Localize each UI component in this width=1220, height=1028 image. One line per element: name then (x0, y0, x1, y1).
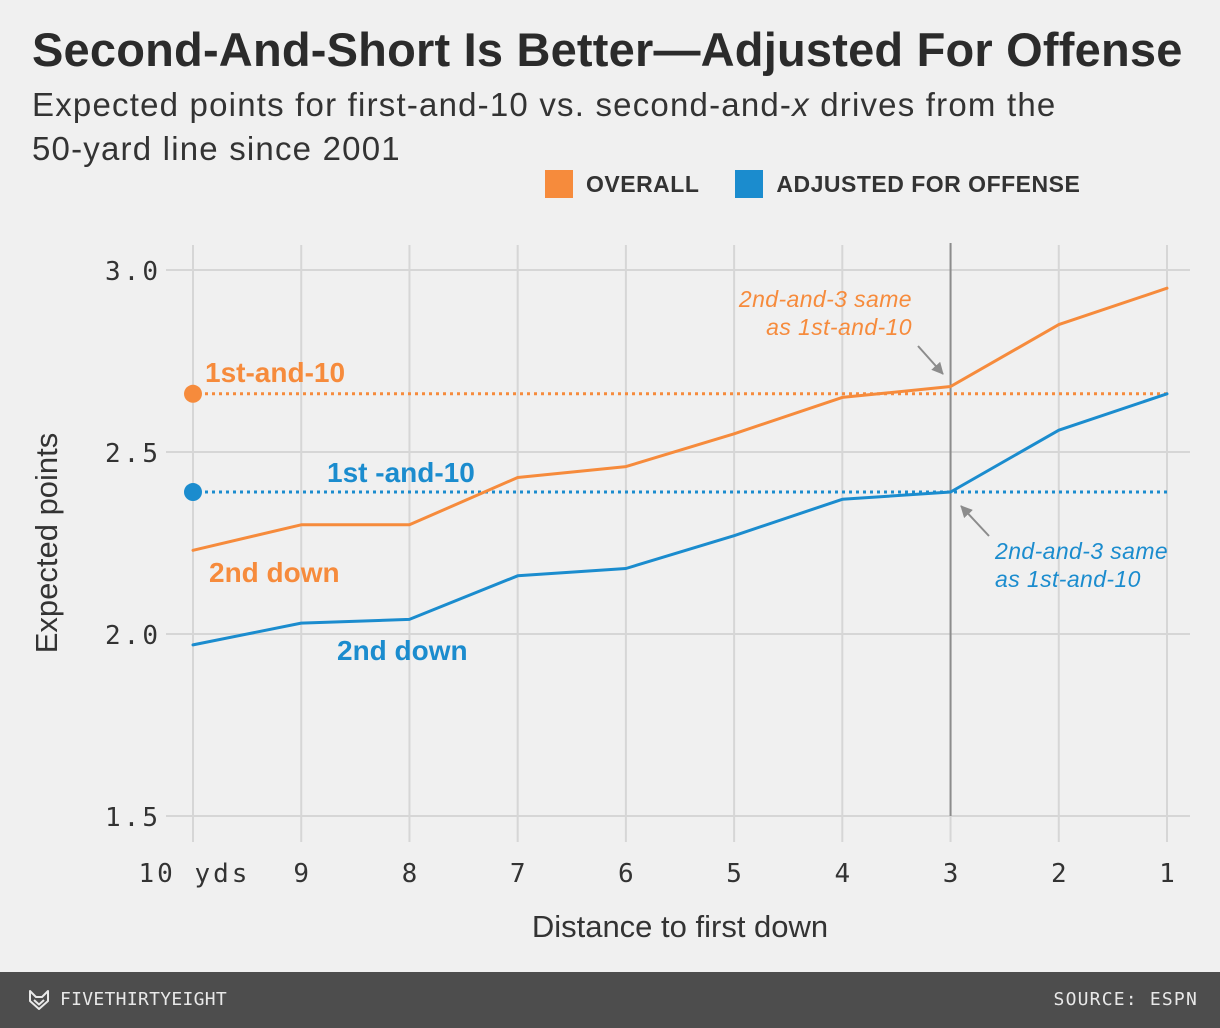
legend-swatch-adjusted (735, 170, 764, 198)
x-tick-label: 2 (1051, 859, 1070, 889)
y-tick-label: 3.0 (105, 257, 161, 287)
y-tick-label: 2.0 (105, 621, 161, 651)
footer-brand: FIVETHIRTYEIGHT (60, 989, 228, 1010)
x-tick-label: 6 (618, 859, 637, 889)
subtitle-line-1-start: Expected points for first-and-10 vs. sec… (32, 86, 793, 123)
x-tick-label: 8 (402, 859, 421, 889)
adjusted-annotation-arrow (960, 505, 990, 537)
x-tick-label: 9 (293, 859, 312, 889)
adjusted-2nd-down-label: 2nd down (337, 635, 468, 666)
reference-lines-layer (184, 384, 1167, 502)
adjusted-1st-and-10-point (184, 483, 202, 502)
overall-annotation-line-2: as 1st-and-10 (766, 314, 912, 340)
overall-1st-and-10-label: 1st-and-10 (205, 357, 345, 388)
subtitle-line-1-end: drives from the (809, 86, 1057, 123)
overall-1st-and-10-point (184, 384, 202, 403)
y-tick-label: 2.5 (105, 439, 161, 469)
legend-swatch-overall (545, 170, 573, 198)
overall-2nd-down-label: 2nd down (209, 557, 340, 588)
x-tick-label: 10 yds (139, 859, 251, 889)
x-tick-label: 1 (1159, 859, 1178, 889)
overall-annotation-arrow (917, 345, 944, 375)
adjusted-for-offense-series-line (191, 392, 1169, 647)
chart-legend: OVERALL ADJUSTED FOR OFFENSE (545, 170, 1080, 198)
x-axis-label: Distance to first down (532, 909, 828, 944)
x-tick-label: 4 (835, 859, 854, 889)
adjusted-1st-and-10-label: 1st -and-10 (327, 457, 475, 488)
fox-icon-inner (33, 999, 45, 1006)
subtitle-italic-x: x (792, 86, 810, 123)
chart-subtitle: Expected points for first-and-10 vs. sec… (32, 83, 1056, 171)
overall-annotation-line-1: 2nd-and-3 same (738, 286, 912, 312)
fivethirtyeight-fox-icon (29, 990, 49, 1010)
legend-item-overall: OVERALL (545, 170, 699, 198)
adjusted-annotation: 2nd-and-3 same as 1st-and-10 (960, 505, 1168, 592)
adjusted-annotation-line-1: 2nd-and-3 same (994, 538, 1168, 564)
overall-annotation: 2nd-and-3 same as 1st-and-10 (738, 286, 944, 375)
x-tick-label: 5 (726, 859, 745, 889)
legend-label-overall: OVERALL (586, 170, 700, 197)
line-chart: 3.0 2.5 2.0 1.5 10 yds 9 8 7 6 5 4 3 2 1 Expected poi… (29, 243, 1190, 944)
adjusted-annotation-line-2: as 1st-and-10 (995, 566, 1141, 592)
legend-label-adjusted: ADJUSTED FOR OFFENSE (776, 170, 1081, 197)
footer-bar: FIVETHIRTYEIGHT SOURCE: ESPN (0, 972, 1220, 1028)
footer-source: SOURCE: ESPN (1053, 989, 1198, 1010)
subtitle-line-2: 50-yard line since 2001 (32, 130, 401, 167)
y-tick-label: 1.5 (105, 803, 161, 833)
legend-item-adjusted: ADJUSTED FOR OFFENSE (735, 170, 1080, 198)
chart-title: Second-And-Short Is Better—Adjusted For … (32, 23, 1183, 76)
overall-series-line (191, 286, 1169, 552)
x-tick-label: 7 (510, 859, 529, 889)
gridlines-layer (166, 243, 1190, 842)
y-axis-label: Expected points (29, 433, 64, 654)
x-tick-label: 3 (943, 859, 962, 889)
tick-labels-layer: 3.0 2.5 2.0 1.5 10 yds 9 8 7 6 5 4 3 2 1 (105, 257, 1178, 889)
series-layer (191, 286, 1169, 647)
fox-icon-outline (29, 990, 49, 1010)
